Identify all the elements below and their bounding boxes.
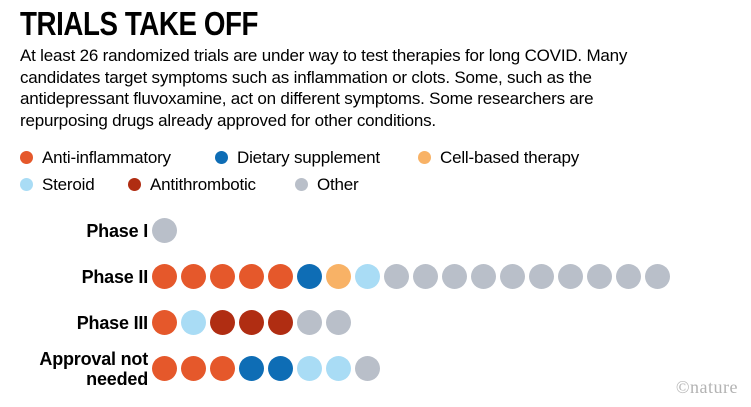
trial-dot-anti-inflammatory bbox=[181, 356, 206, 381]
trial-dot-other bbox=[471, 264, 496, 289]
legend-item-anti-inflammatory: Anti-inflammatory bbox=[20, 148, 215, 168]
trial-dot-other bbox=[413, 264, 438, 289]
legend-item-label: Steroid bbox=[42, 174, 95, 194]
legend-row: Anti-inflammatory Dietary supplement Cell-… bbox=[20, 144, 731, 171]
trial-dot-other bbox=[587, 264, 612, 289]
dot-group-phase-ii bbox=[152, 264, 670, 289]
phase-row-phase-iii: Phase III bbox=[20, 310, 731, 335]
description-line: At least 26 randomized trials are under … bbox=[20, 46, 628, 65]
anti-inflammatory-legend-dot-icon bbox=[20, 151, 33, 164]
nature-credit: ©nature bbox=[675, 377, 738, 397]
trial-dot-anti-inflammatory bbox=[181, 264, 206, 289]
trial-dot-other bbox=[326, 310, 351, 335]
description-line: repurposing drugs already approved for o… bbox=[20, 110, 436, 130]
trial-dot-other bbox=[558, 264, 583, 289]
legend-item-label: Cell-based therapy bbox=[440, 147, 580, 167]
trial-dot-steroid bbox=[326, 356, 351, 381]
trial-dot-anti-inflammatory bbox=[152, 264, 177, 289]
legend-item-label: Anti-inflammatory bbox=[42, 147, 171, 167]
chart-description: At least 26 randomized trials are under … bbox=[20, 45, 731, 131]
phase-label-phase-iii: Phase III bbox=[76, 312, 148, 333]
trial-dot-anti-inflammatory bbox=[268, 264, 293, 289]
dietary-supplement-legend-dot-icon bbox=[215, 151, 228, 164]
trial-dot-other bbox=[645, 264, 670, 289]
trial-dot-dietary-supplement bbox=[268, 356, 293, 381]
trial-dot-anti-inflammatory bbox=[210, 356, 235, 381]
dot-group-phase-iii bbox=[152, 310, 351, 335]
trial-dot-anti-inflammatory bbox=[152, 356, 177, 381]
trial-dot-other bbox=[297, 310, 322, 335]
trial-dot-other bbox=[529, 264, 554, 289]
trial-dot-dietary-supplement bbox=[297, 264, 322, 289]
dot-chart: Phase I Phase II Phase III Approval not nee… bbox=[20, 218, 731, 389]
trial-dot-other bbox=[355, 356, 380, 381]
phase-label-phase-i: Phase I bbox=[86, 220, 148, 241]
legend-row: Steroid Antithrombotic Other bbox=[20, 171, 731, 198]
legend-item-label: Other bbox=[317, 174, 359, 194]
legend-item-cell-based-therapy: Cell-based therapy bbox=[418, 148, 579, 168]
trial-dot-anti-inflammatory bbox=[239, 264, 264, 289]
dot-group-phase-i bbox=[152, 218, 177, 243]
antithrombotic-legend-dot-icon bbox=[128, 178, 141, 191]
trial-dot-antithrombotic bbox=[268, 310, 293, 335]
steroid-legend-dot-icon bbox=[20, 178, 33, 191]
trial-dot-steroid bbox=[181, 310, 206, 335]
trial-dot-steroid bbox=[297, 356, 322, 381]
trial-dot-anti-inflammatory bbox=[210, 264, 235, 289]
legend-item-label: Antithrombotic bbox=[150, 174, 256, 194]
other-legend-dot-icon bbox=[295, 178, 308, 191]
phase-label-approval-not-needed: Approval not needed bbox=[39, 348, 148, 389]
trial-dot-antithrombotic bbox=[210, 310, 235, 335]
legend-item-steroid: Steroid bbox=[20, 175, 128, 195]
trial-dot-anti-inflammatory bbox=[152, 310, 177, 335]
dot-group-approval-not-needed bbox=[152, 356, 380, 381]
legend: Anti-inflammatory Dietary supplement Cell-… bbox=[20, 144, 731, 198]
trial-dot-other bbox=[384, 264, 409, 289]
trial-dot-other bbox=[152, 218, 177, 243]
phase-label-phase-ii: Phase II bbox=[81, 266, 149, 287]
trial-dot-steroid bbox=[355, 264, 380, 289]
trial-dot-other bbox=[500, 264, 525, 289]
trial-dot-antithrombotic bbox=[239, 310, 264, 335]
trial-dot-cell-based-therapy bbox=[326, 264, 351, 289]
legend-item-label: Dietary supplement bbox=[237, 147, 380, 167]
legend-item-other: Other bbox=[295, 175, 359, 195]
description-line: candidates target symptoms such as infla… bbox=[20, 67, 592, 87]
phase-row-approval-not-needed: Approval not needed bbox=[20, 349, 731, 389]
description-line: antidepressant fluvoxamine, act on diffe… bbox=[20, 89, 594, 108]
trial-dot-dietary-supplement bbox=[239, 356, 264, 381]
phase-row-phase-ii: Phase II bbox=[20, 264, 731, 289]
trial-dot-other bbox=[616, 264, 641, 289]
chart-title: TRIALS TAKE OFF bbox=[20, 5, 731, 42]
legend-item-dietary-supplement: Dietary supplement bbox=[215, 148, 418, 168]
phase-row-phase-i: Phase I bbox=[20, 218, 731, 243]
cell-based-therapy-legend-dot-icon bbox=[418, 151, 431, 164]
chart-title-text: TRIALS TAKE OFF bbox=[20, 5, 259, 42]
legend-item-antithrombotic: Antithrombotic bbox=[128, 175, 295, 195]
trial-dot-other bbox=[442, 264, 467, 289]
